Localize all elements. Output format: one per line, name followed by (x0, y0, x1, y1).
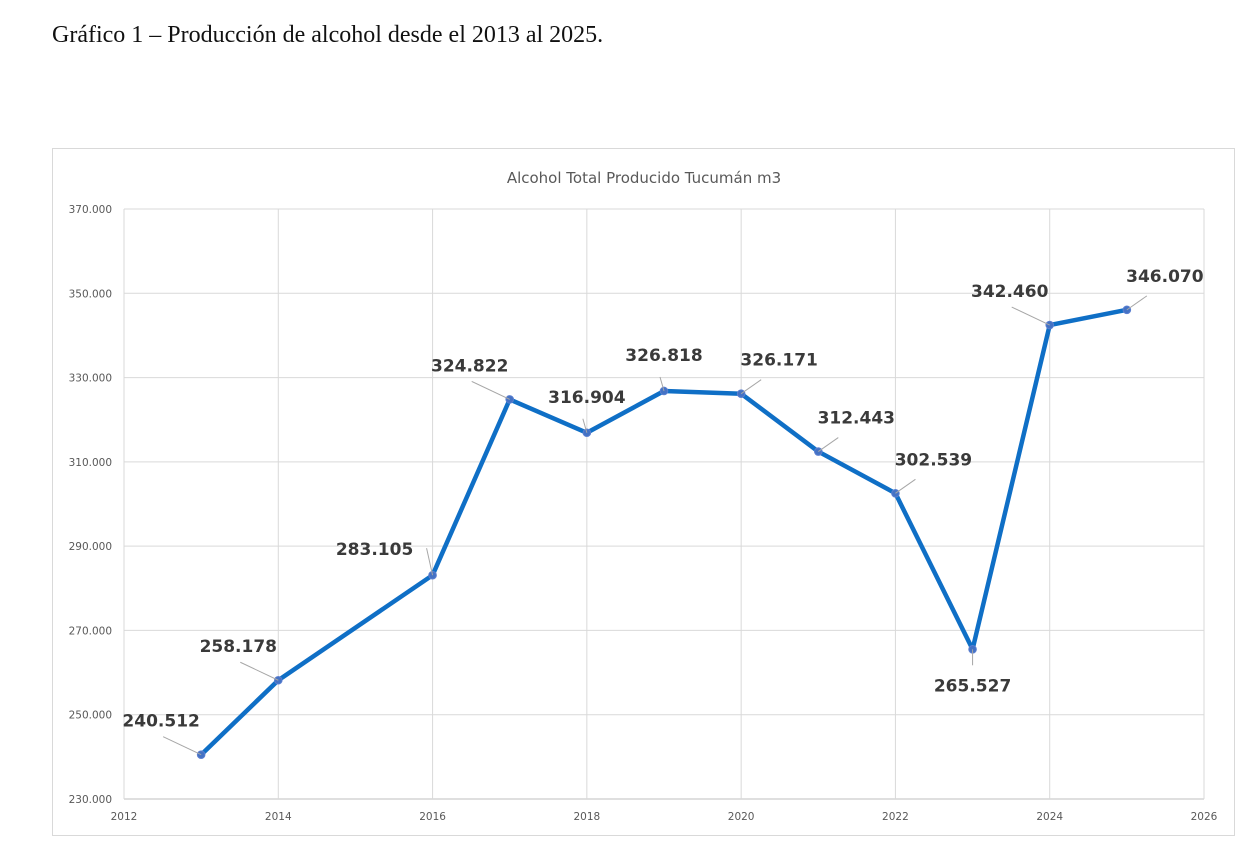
data-label: 302.539 (895, 450, 972, 470)
x-tick-label: 2014 (265, 811, 292, 823)
y-tick-label: 230.000 (69, 794, 112, 806)
data-point (659, 386, 669, 396)
data-label: 342.460 (971, 282, 1049, 302)
leader-line (471, 380, 510, 400)
y-tick-label: 310.000 (69, 457, 112, 469)
y-tick-label: 350.000 (69, 288, 112, 300)
x-tick-label: 2026 (1191, 811, 1218, 823)
data-label: 258.178 (200, 637, 277, 657)
chart-title: Alcohol Total Producido Tucumán m3 (507, 169, 781, 187)
data-point (736, 389, 746, 399)
x-axis-ticks: 2012 2014 2016 2018 2020 2022 2024 2026 (111, 811, 1218, 823)
chart-frame (52, 148, 1235, 836)
leader-line (1126, 295, 1148, 311)
y-tick-label: 270.000 (69, 625, 112, 637)
leader-line (817, 437, 839, 452)
y-axis-ticks: 230.000 250.000 270.000 290.000 310.000 330.0… (69, 204, 112, 806)
x-tick-label: 2024 (1036, 811, 1063, 823)
data-label: 326.171 (740, 351, 817, 371)
leader-line (895, 478, 916, 494)
x-tick-label: 2022 (882, 811, 909, 823)
leader-line (659, 376, 665, 392)
x-tick-label: 2020 (728, 811, 755, 823)
y-tick-label: 330.000 (69, 373, 112, 385)
data-label: 265.527 (934, 676, 1011, 696)
data-label: 316.904 (548, 388, 626, 408)
data-point (1122, 305, 1132, 315)
leader-line (582, 418, 588, 433)
leader-line (162, 736, 202, 756)
x-tick-label: 2016 (419, 811, 446, 823)
data-label: 283.105 (336, 540, 413, 560)
leader-line (740, 379, 762, 395)
leader-line (240, 661, 279, 681)
data-label: 240.512 (122, 712, 199, 732)
leader-line (1011, 306, 1050, 326)
x-tick-label: 2018 (573, 811, 600, 823)
data-label: 326.818 (625, 346, 702, 366)
data-label: 324.822 (431, 356, 508, 376)
y-tick-label: 370.000 (69, 204, 112, 216)
y-tick-label: 250.000 (69, 710, 112, 722)
data-label: 312.443 (818, 409, 895, 429)
data-label: 346.070 (1126, 267, 1204, 287)
figure-caption: Gráfico 1 – Producción de alcohol desde … (52, 22, 604, 48)
data-labels: 240.512 258.178 283.105 324.822 316.904 326.8… (122, 267, 1204, 756)
leader-line (426, 548, 434, 576)
series-line (198, 307, 1130, 757)
x-tick-label: 2012 (111, 811, 138, 823)
gridlines (123, 208, 1205, 800)
data-point (428, 570, 437, 580)
y-tick-label: 290.000 (69, 541, 112, 553)
